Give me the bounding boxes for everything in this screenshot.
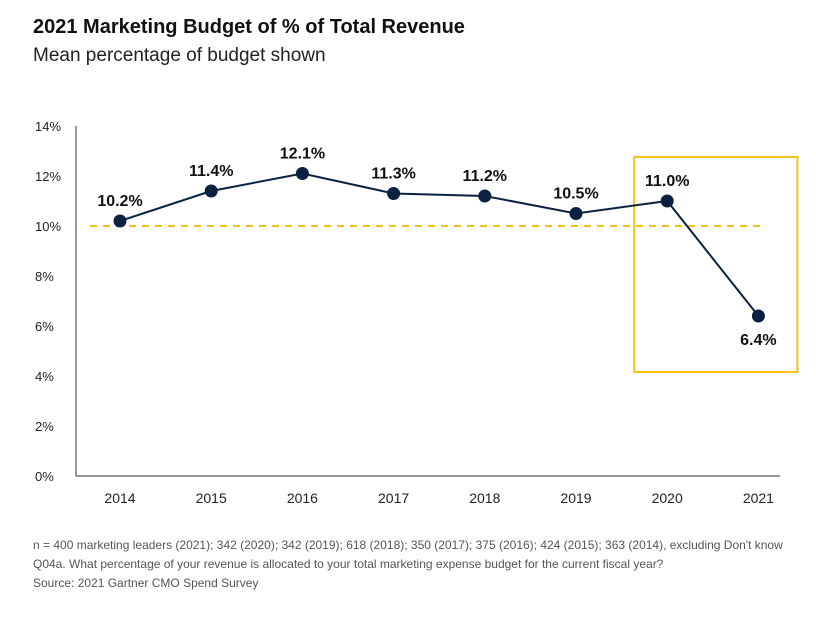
source-note: Source: 2021 Gartner CMO Spend Survey [33, 576, 259, 590]
data-point [660, 194, 674, 208]
x-tick-label: 2021 [743, 490, 774, 506]
footnotes: n = 400 marketing leaders (2021); 342 (2… [33, 536, 793, 593]
x-tick-label: 2017 [378, 490, 409, 506]
y-tick-label: 2% [35, 419, 54, 434]
question-note: Q04a. What percentage of your revenue is… [33, 557, 664, 571]
x-tick-label: 2019 [560, 490, 591, 506]
sample-size-note: n = 400 marketing leaders (2021); 342 (2… [33, 538, 783, 552]
data-point [387, 187, 401, 200]
chart-title: 2021 Marketing Budget of % of Total Reve… [33, 16, 465, 38]
data-label: 11.2% [463, 168, 507, 185]
x-tick-label: 2015 [196, 490, 227, 506]
data-point [295, 167, 309, 180]
y-tick-label: 0% [35, 469, 54, 484]
y-tick-label: 4% [35, 369, 54, 384]
data-label: 10.5% [553, 186, 598, 203]
data-label: 11.0% [645, 173, 689, 190]
y-tick-label: 8% [35, 269, 54, 284]
highlight-box [633, 156, 799, 373]
data-point [113, 214, 127, 228]
data-label: 10.2% [97, 193, 142, 210]
data-point [569, 207, 583, 220]
data-point [751, 309, 765, 323]
x-tick-label: 2016 [287, 490, 318, 506]
y-tick-label: 6% [35, 319, 54, 334]
x-tick-label: 2018 [469, 490, 500, 506]
series-line [119, 172, 760, 317]
data-label: 11.3% [371, 166, 415, 183]
chart-subtitle: Mean percentage of budget shown [33, 45, 326, 66]
x-tick-label: 2020 [652, 490, 683, 506]
line-chart: 0% 2% 4% 6% 8% 10% 12% 14% 2014 2015 2016 2017 2018 2… [35, 119, 799, 506]
y-tick-label: 12% [35, 169, 61, 184]
data-point [478, 189, 492, 203]
x-tick-label: 2014 [104, 490, 135, 506]
data-label: 6.4% [740, 332, 776, 349]
data-label: 12.1% [280, 146, 325, 163]
y-tick-label: 14% [35, 119, 61, 134]
y-tick-label: 10% [35, 219, 61, 234]
data-point [204, 184, 218, 198]
data-label: 11.4% [189, 163, 233, 180]
